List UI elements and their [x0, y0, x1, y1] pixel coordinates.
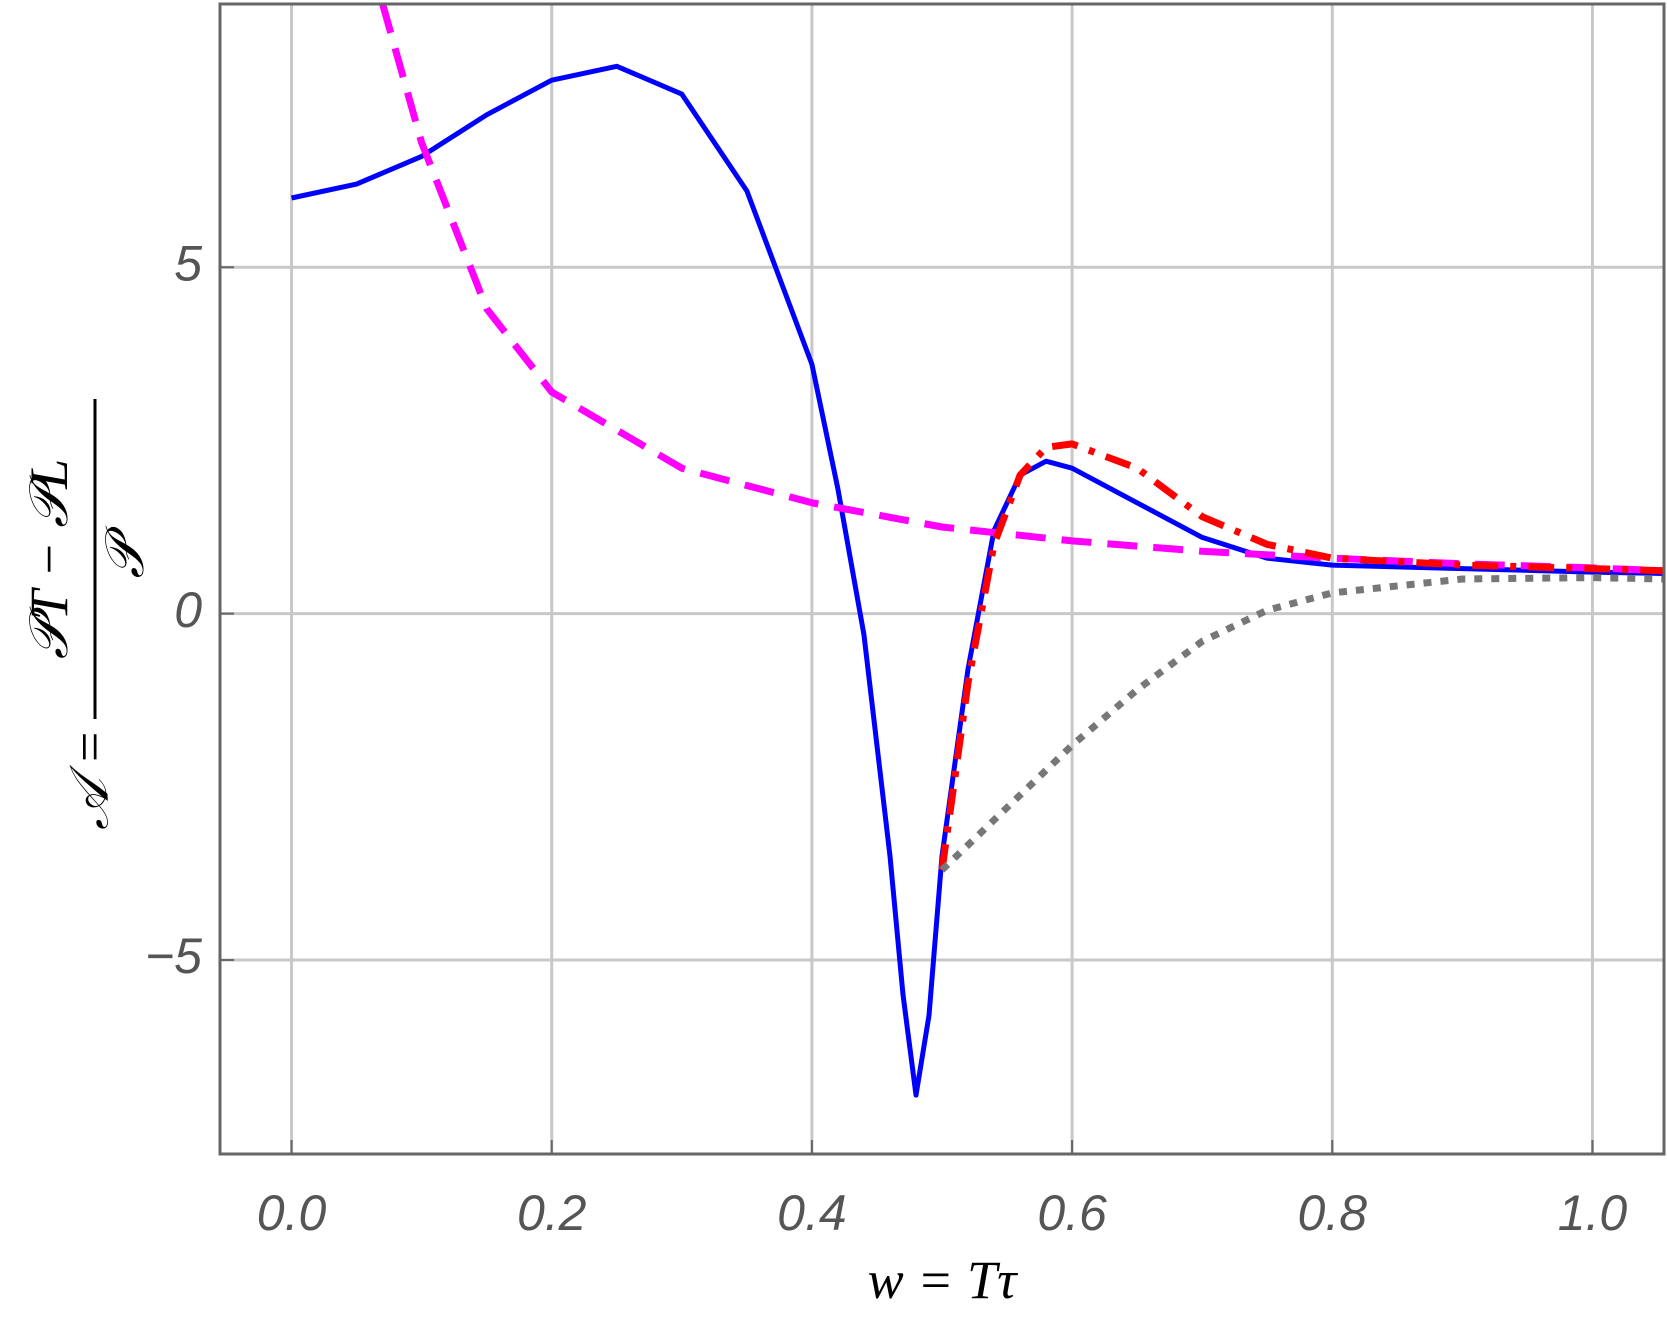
y-label-left: 𝒜 =: [59, 729, 119, 830]
series-line: [938, 440, 1664, 871]
y-tick-label: 5: [174, 235, 202, 291]
series-line: [939, 574, 1664, 873]
series-line: [379, 4, 1664, 575]
plot-frame: [218, 2, 1666, 1156]
series-line: [290, 63, 1664, 1098]
y-tick-label: 0: [174, 582, 202, 638]
x-tick-label: 1.0: [1558, 1185, 1628, 1241]
x-tick-label: 0.6: [1037, 1185, 1107, 1241]
x-tick-label: 0.4: [777, 1185, 847, 1241]
x-tick-label: 0.0: [257, 1185, 327, 1241]
y-label-denominator: 𝒫: [95, 525, 155, 578]
x-tick-label: 0.8: [1298, 1185, 1368, 1241]
plot-area: [290, 4, 1664, 1098]
y-tick-label: −5: [145, 928, 202, 984]
x-tick-label: 0.2: [517, 1185, 587, 1241]
y-label-numerator: 𝒫T − 𝒫L: [19, 459, 79, 659]
y-axis-label: 𝒜 = 𝒫T − 𝒫L 𝒫: [19, 399, 155, 830]
x-axis-label: w = Tτ: [868, 1250, 1018, 1310]
